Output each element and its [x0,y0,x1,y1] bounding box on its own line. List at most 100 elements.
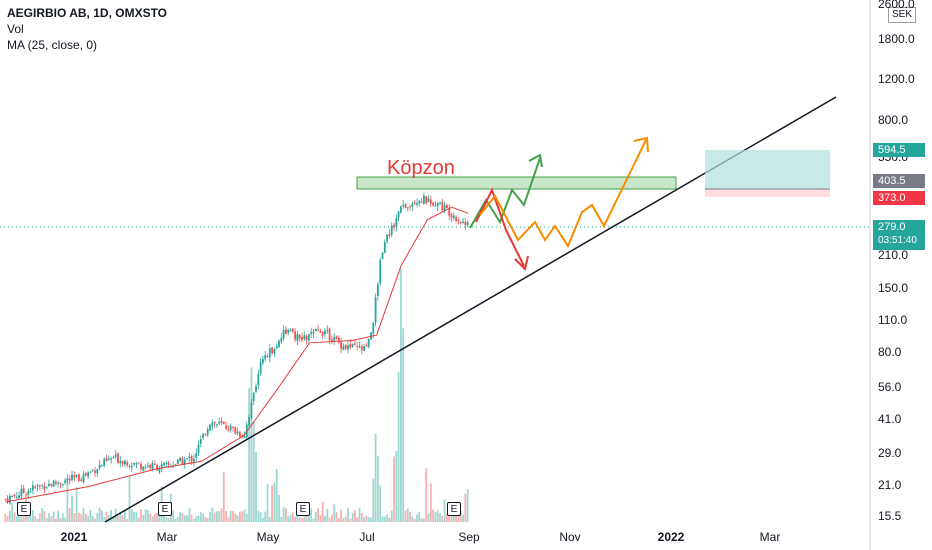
volume-bar [301,518,303,522]
candle-body [105,458,108,461]
candle-body [232,426,234,428]
projection-orange-arrow[interactable] [479,136,649,249]
candle-body [287,330,290,333]
volume-bar [278,495,280,522]
candle-body [158,468,161,472]
volume-bar [328,517,331,522]
volume-bar [186,515,188,522]
volume-bar [167,517,170,522]
volume-bar [225,511,228,522]
candle-body [340,341,343,349]
target-zone-rect[interactable] [705,150,830,189]
earnings-marker[interactable]: E [158,502,172,516]
candle-body [466,222,469,226]
candle-body [225,425,228,429]
volume-bar [262,517,264,522]
volume-bar [68,508,71,522]
volume-bar [314,512,317,522]
candle-body [151,462,154,470]
volume-bar [326,508,329,522]
candle-body [411,203,414,207]
volume-bar [220,508,223,522]
earnings-marker[interactable]: E [296,502,310,516]
earnings-marker[interactable]: E [447,502,461,516]
candle-body [239,432,241,437]
moving-average-line [5,206,469,503]
x-tick: Jul [359,530,375,544]
candle-body [13,494,16,497]
candle-body [140,463,142,470]
candle-body [349,344,352,348]
volume-bar [317,508,320,522]
last-price-tag: 279.0 [873,220,925,234]
candle-body [271,347,274,354]
candle-body [68,478,71,481]
candle-body [434,205,437,207]
volume-bar [110,510,113,522]
volume-bar [429,483,432,522]
volume-bar [199,511,202,522]
buy-zone-rect[interactable] [356,176,677,190]
volume-bar [282,507,285,522]
volume-indicator-label[interactable]: Vol [7,22,24,36]
candle-body [402,204,405,207]
stop-zone-rect[interactable] [705,189,830,197]
candle-body [36,485,39,487]
candle-body [218,421,221,424]
volume-bar [236,515,239,522]
candle-body [356,345,359,347]
volume-bar [96,513,99,522]
candle-body [32,485,34,491]
candle-body [372,322,375,334]
volume-bar [209,511,211,522]
x-tick: May [256,530,280,544]
y-tick: 1800.0 [878,32,915,46]
volume-bar [232,510,234,522]
candle-body [390,225,393,235]
candle-body [128,465,131,467]
candle-body [183,459,186,464]
candle-body [383,242,386,253]
symbol-title[interactable]: AEGIRBIO AB, 1D, OMXSTO [7,6,168,20]
volume-bar [48,513,50,522]
volume-bar [124,511,126,522]
candle-body [243,436,246,438]
volume-bar [462,514,464,522]
candle-body [172,466,175,468]
volume-bar [294,516,297,522]
candle-body [418,201,421,204]
volume-bar [312,518,315,522]
volume-bar [18,514,21,522]
candle-body [344,344,347,349]
candle-body [156,464,159,471]
candle-body [443,205,446,210]
volume-bar [367,517,370,522]
volume-bar [41,508,44,522]
volume-bar [397,372,400,522]
volume-bar [133,511,136,522]
y-tick: 15.5 [878,509,902,523]
volume-bar [36,518,39,522]
x-tick: Mar [759,530,781,544]
candle-body [20,489,23,497]
volume-bar [423,518,425,522]
ma-indicator-label[interactable]: MA (25, close, 0) [7,38,98,52]
candle-body [252,392,255,402]
volume-bar [13,512,16,522]
currency-badge[interactable]: SEK [888,7,916,23]
volume-bar [264,511,267,522]
candle-body [342,346,345,350]
buy-zone-label[interactable]: Köpzon [387,157,455,179]
volume-bar [20,516,23,522]
projection-red-arrow[interactable] [475,187,529,271]
earnings-marker[interactable]: E [17,502,31,516]
volume-bar [128,475,131,522]
volume-bar [52,511,55,522]
projection-green-arrow[interactable] [469,153,543,229]
volume-bar [255,451,257,522]
candle-body [448,208,451,216]
candle-body [280,337,283,342]
candle-body [57,482,60,484]
volume-bar [64,517,67,522]
